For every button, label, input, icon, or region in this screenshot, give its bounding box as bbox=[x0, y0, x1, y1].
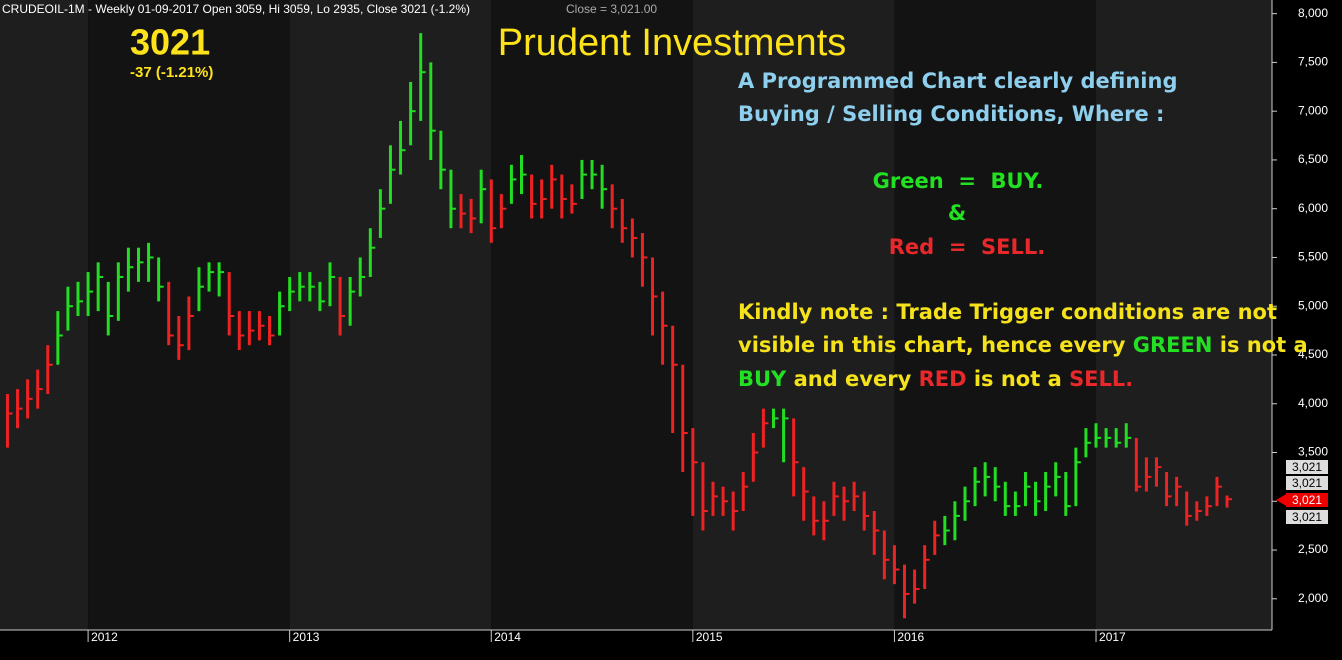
price-tag: 3,021 bbox=[1292, 510, 1322, 524]
annotation-part: Buying / Selling Conditions, Where : bbox=[738, 102, 1164, 126]
chart-title: Prudent Investments bbox=[498, 22, 847, 64]
annotation: visible in this chart, hence every GREEN… bbox=[738, 333, 1308, 357]
year-band bbox=[692, 0, 895, 630]
chart-header: CRUDEOIL-1M - Weekly 01-09-2017 Open 305… bbox=[2, 2, 470, 16]
price-tag-box bbox=[1286, 493, 1328, 507]
annotation-part: is not a bbox=[1212, 333, 1307, 357]
x-tick-label: 2015 bbox=[696, 630, 723, 644]
annotation: Green = BUY. bbox=[873, 169, 1044, 193]
y-tick-label: 6,000 bbox=[1298, 201, 1328, 215]
annotation: BUY and every RED is not a SELL. bbox=[738, 367, 1133, 391]
y-tick-label: 2,000 bbox=[1298, 591, 1328, 605]
annotation: Red = SELL. bbox=[889, 235, 1046, 259]
x-tick-label: 2013 bbox=[293, 630, 320, 644]
plot bbox=[5, 33, 1233, 619]
price-tag-box bbox=[1286, 460, 1328, 474]
annotation: Buying / Selling Conditions, Where : bbox=[738, 102, 1164, 126]
annotation-part: SELL. bbox=[1069, 367, 1133, 391]
annotation-part: is not a bbox=[967, 367, 1070, 391]
last-price: 3021 bbox=[130, 22, 210, 63]
x-tick-label: 2014 bbox=[494, 630, 521, 644]
header-close: Close = 3,021.00 bbox=[566, 2, 657, 16]
price-change: -37 (-1.21%) bbox=[130, 64, 213, 81]
y-tick-label: 7,000 bbox=[1298, 103, 1328, 117]
year-band bbox=[1096, 0, 1272, 630]
annotation-part: & bbox=[948, 201, 966, 225]
y-tick-label: 8,000 bbox=[1298, 6, 1328, 20]
annotation-part: RED bbox=[919, 367, 967, 391]
annotation: & bbox=[948, 201, 966, 225]
annotation-part: Red = SELL. bbox=[889, 235, 1046, 259]
price-tag: 3,021 bbox=[1292, 460, 1322, 474]
year-band bbox=[894, 0, 1097, 630]
y-tick-label: 4,500 bbox=[1298, 347, 1328, 361]
year-band bbox=[0, 0, 89, 630]
price-tag-box bbox=[1286, 476, 1328, 490]
y-tick-label: 4,000 bbox=[1298, 396, 1328, 410]
annotation-part: BUY bbox=[738, 367, 787, 391]
annotation-part: Green = BUY. bbox=[873, 169, 1044, 193]
y-tick-label: 7,500 bbox=[1298, 55, 1328, 69]
y-tick-label: 5,000 bbox=[1298, 298, 1328, 312]
annotation-part: visible in this chart, hence every bbox=[738, 333, 1133, 357]
year-band bbox=[289, 0, 492, 630]
y-tick-label: 6,500 bbox=[1298, 152, 1328, 166]
x-tick-label: 2016 bbox=[897, 630, 924, 644]
annotation-part: GREEN bbox=[1133, 333, 1213, 357]
year-band bbox=[491, 0, 693, 630]
price-tag: 3,021 bbox=[1292, 493, 1322, 507]
price-tag: 3,021 bbox=[1292, 476, 1322, 490]
x-tick-label: 2017 bbox=[1099, 630, 1126, 644]
x-tick-label: 2012 bbox=[91, 630, 118, 644]
annotation-part: A Programmed Chart clearly defining bbox=[738, 69, 1177, 93]
y-tick-label: 3,500 bbox=[1298, 445, 1328, 459]
annotation: Kindly note : Trade Trigger conditions a… bbox=[738, 300, 1277, 324]
annotation-part: and every bbox=[786, 367, 918, 391]
annotation-part: Kindly note : Trade Trigger conditions a… bbox=[738, 300, 1277, 324]
background: 2,0002,5003,0003,5004,0004,5005,0005,500… bbox=[0, 0, 1328, 644]
price-tag-box bbox=[1286, 510, 1328, 524]
annotation: A Programmed Chart clearly defining bbox=[738, 69, 1177, 93]
y-tick-label: 5,500 bbox=[1298, 250, 1328, 264]
y-tick-label: 2,500 bbox=[1298, 542, 1328, 556]
price-arrow bbox=[1276, 493, 1288, 507]
